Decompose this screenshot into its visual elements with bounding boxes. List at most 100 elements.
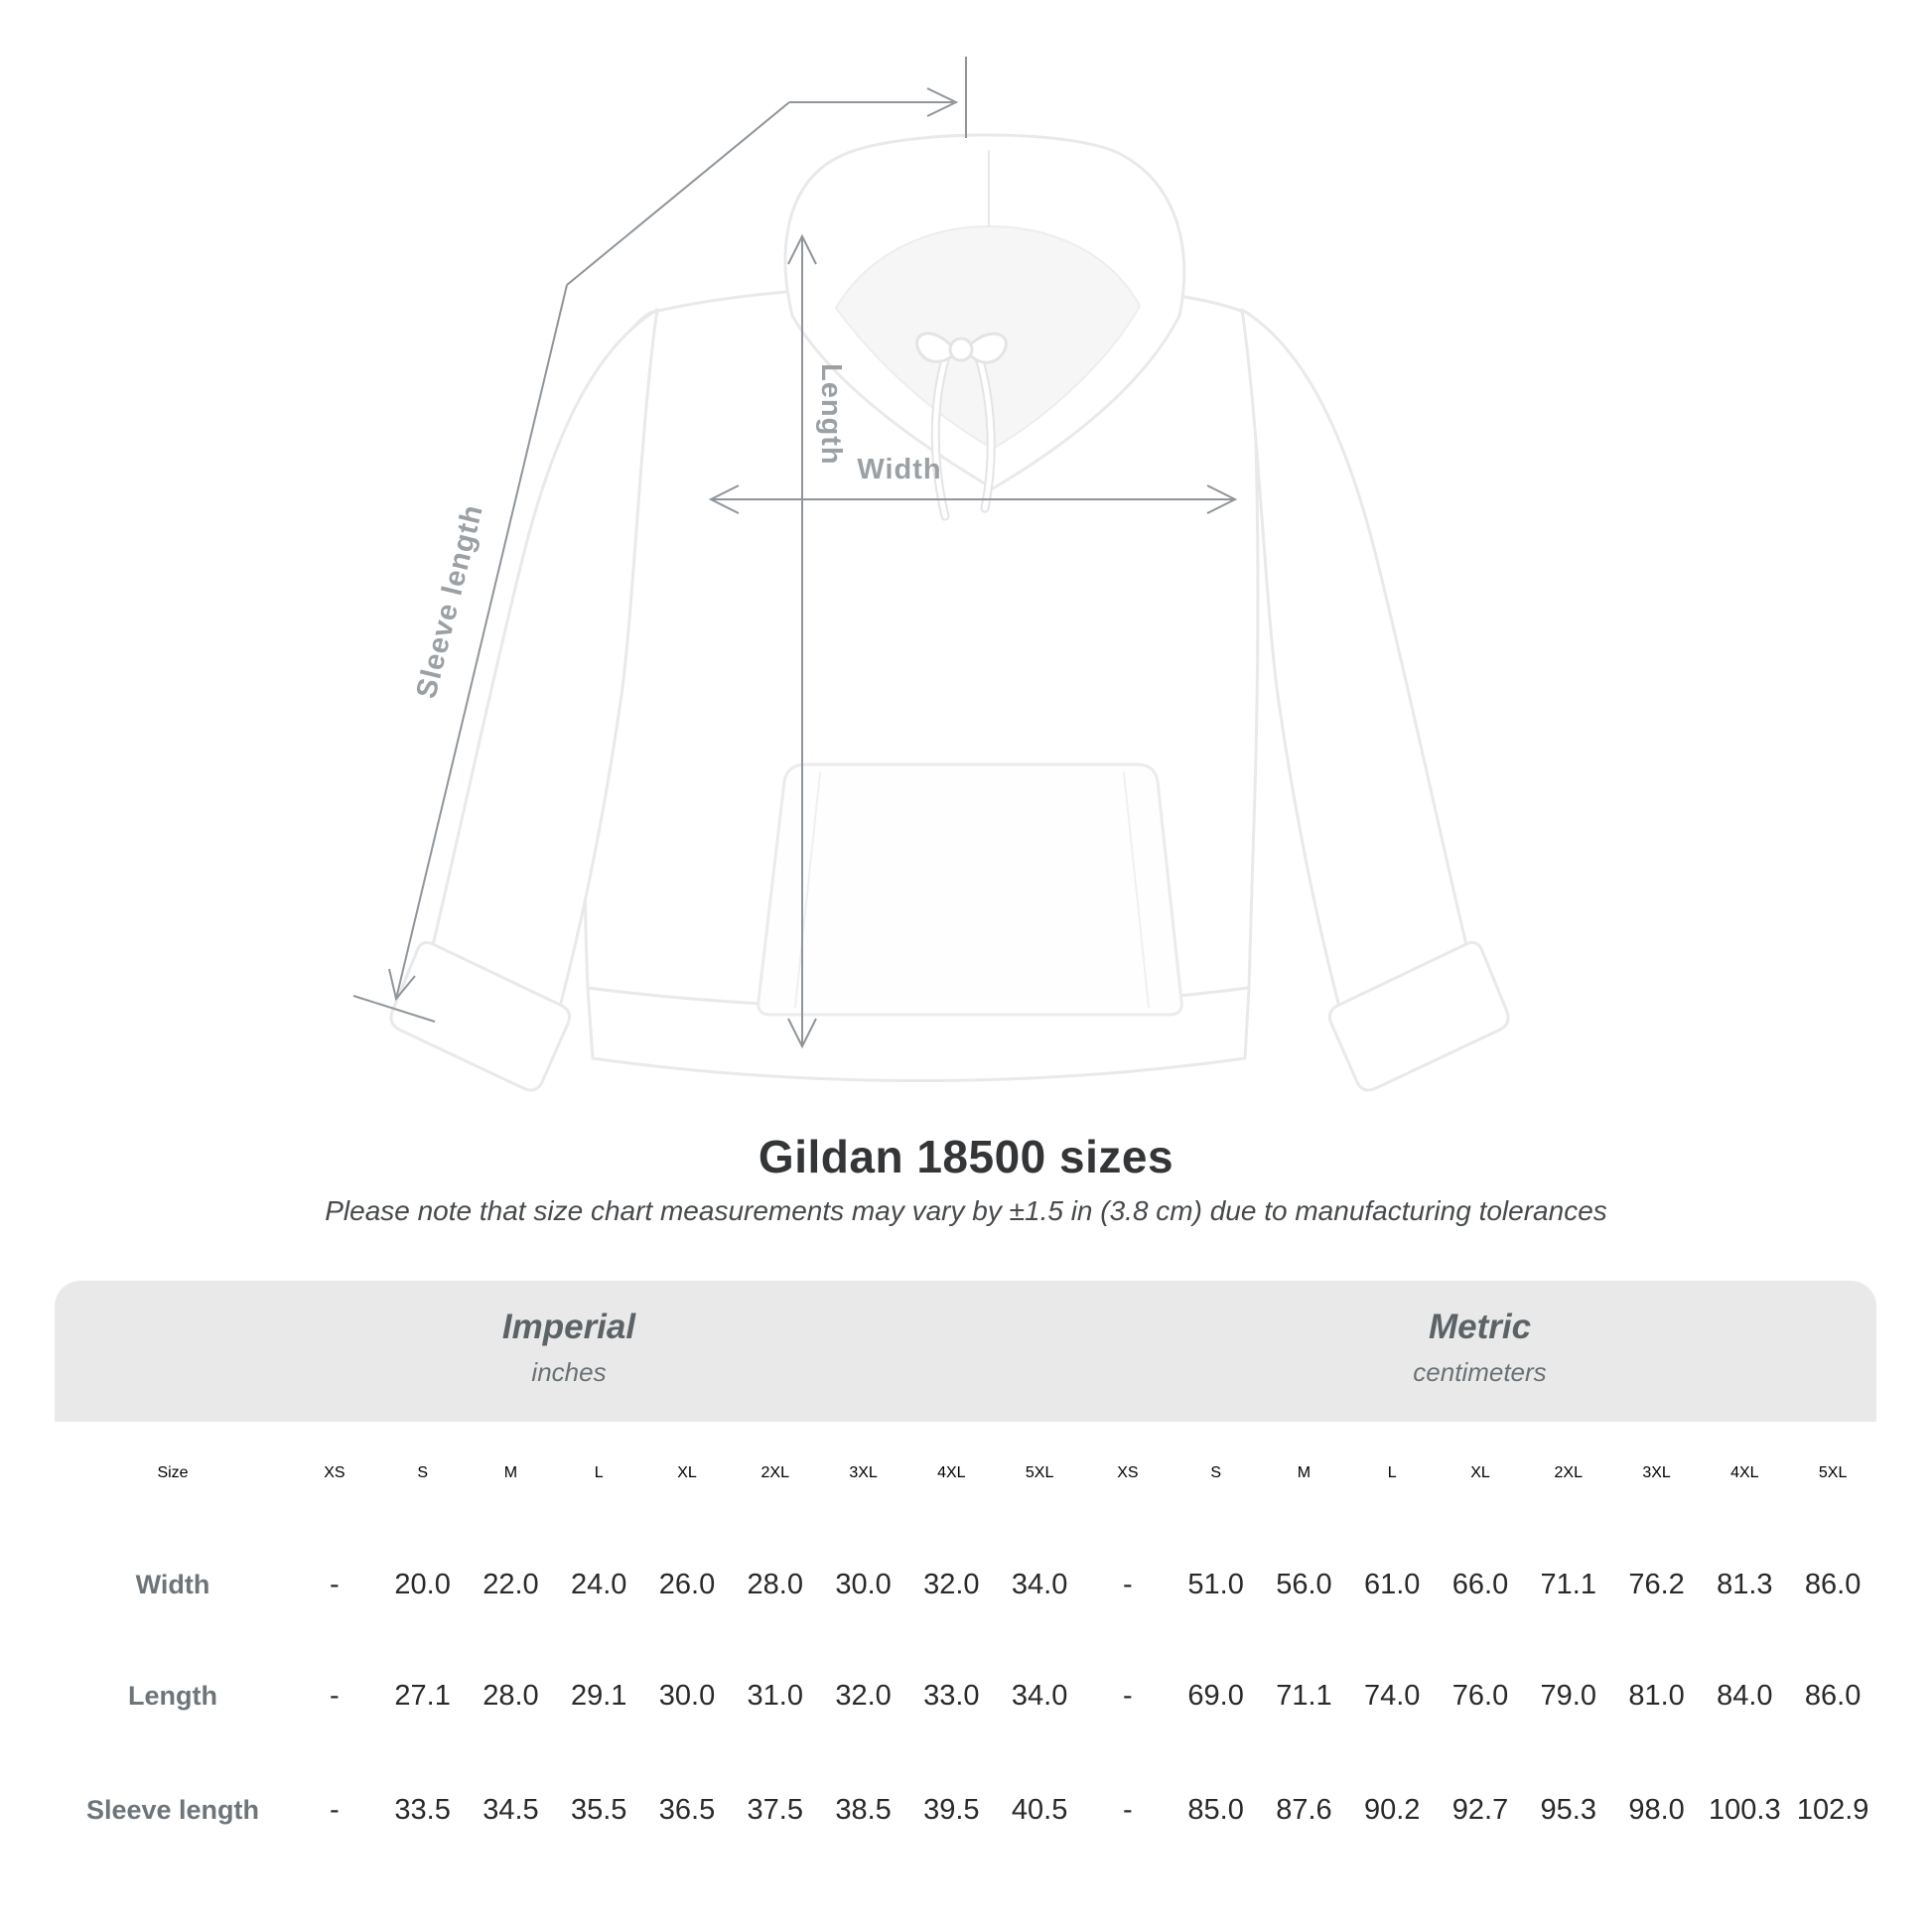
page-title: Gildan 18500 sizes xyxy=(758,1131,1174,1182)
table-cell: 95.3 xyxy=(1540,1793,1596,1826)
hoodie-pocket-seam-right xyxy=(1123,771,1150,1008)
table-cell: - xyxy=(330,1679,340,1712)
drawstring-knot xyxy=(948,337,974,362)
drawstring-bow-left-loop xyxy=(915,332,955,363)
column-header-metric-2xl: 2XL xyxy=(1554,1463,1583,1481)
imperial-unit: inches xyxy=(531,1356,607,1387)
hoodie-left-cuff xyxy=(389,940,571,1092)
table-cell: 29.1 xyxy=(570,1679,627,1712)
table-cell: 32.0 xyxy=(923,1568,980,1600)
table-cell: 79.0 xyxy=(1540,1679,1596,1712)
table-cell: 40.5 xyxy=(1011,1793,1068,1826)
table-cell: - xyxy=(330,1568,340,1600)
drawstring-right-core xyxy=(976,354,994,511)
column-header-imperial-4xl: 4XL xyxy=(937,1463,966,1481)
table-cell: - xyxy=(330,1793,340,1826)
table-cell: 33.0 xyxy=(923,1679,980,1712)
column-header-metric-xs: XS xyxy=(1117,1463,1139,1481)
sleeve-arrow-bottom xyxy=(388,968,416,1002)
table-cell: 27.1 xyxy=(394,1679,451,1712)
column-header-imperial-s: S xyxy=(417,1463,428,1481)
table-cell: 34.5 xyxy=(483,1793,539,1826)
table-cell: 102.9 xyxy=(1796,1793,1869,1826)
row-label-sleeve-length: Sleeve length xyxy=(85,1794,260,1825)
table-cell: - xyxy=(1123,1793,1133,1826)
sleeve-diagonal-upper xyxy=(566,101,790,286)
sleeve-arrow-right xyxy=(926,87,959,117)
table-cell: 28.0 xyxy=(483,1679,539,1712)
length-dimension-label: Length xyxy=(815,363,847,466)
table-cell: 71.1 xyxy=(1276,1679,1332,1712)
column-header-metric-l: L xyxy=(1387,1463,1397,1481)
metric-unit: centimeters xyxy=(1413,1356,1547,1387)
table-cell: 51.0 xyxy=(1187,1568,1244,1600)
table-cell: 28.0 xyxy=(747,1568,803,1600)
hoodie-pocket-seam-left xyxy=(794,771,821,1008)
table-cell: 31.0 xyxy=(747,1679,803,1712)
column-header-imperial-xs: XS xyxy=(324,1463,345,1481)
table-cell: 30.0 xyxy=(658,1679,716,1712)
imperial-label: Imperial xyxy=(501,1307,636,1346)
drawstring-bow-right-loop xyxy=(967,332,1008,364)
row-label-length: Length xyxy=(128,1680,217,1711)
table-cell: 26.0 xyxy=(658,1568,716,1600)
width-arrow-right xyxy=(1206,484,1238,514)
table-cell: 98.0 xyxy=(1628,1793,1685,1826)
column-header-metric-4xl: 4XL xyxy=(1730,1463,1759,1481)
table-cell: 87.6 xyxy=(1276,1793,1332,1826)
table-cell: 86.0 xyxy=(1804,1679,1862,1712)
imperial-group-header: Imperial inches xyxy=(55,1281,1083,1422)
column-header-metric-m: M xyxy=(1297,1463,1311,1481)
column-header-metric-s: S xyxy=(1210,1463,1221,1481)
table-cell: 24.0 xyxy=(570,1568,627,1600)
table-cell: 81.0 xyxy=(1628,1679,1685,1712)
dimension-lines xyxy=(352,57,1238,1049)
sleeve-end-tick xyxy=(352,995,436,1023)
table-cell: 92.7 xyxy=(1451,1793,1509,1826)
table-cell: 90.2 xyxy=(1363,1793,1421,1826)
table-cell: 100.3 xyxy=(1709,1793,1781,1826)
table-cell: 20.0 xyxy=(394,1568,451,1600)
table-cell: 35.5 xyxy=(570,1793,627,1826)
column-header-imperial-5xl: 5XL xyxy=(1025,1463,1054,1481)
metric-label: Metric xyxy=(1428,1307,1532,1346)
tolerance-note: Please note that size chart measurements… xyxy=(325,1195,1607,1226)
table-cell: - xyxy=(1123,1679,1133,1712)
column-header-imperial-2xl: 2XL xyxy=(760,1463,789,1481)
table-cell: 76.0 xyxy=(1451,1679,1509,1712)
column-header-size: Size xyxy=(55,1422,290,1534)
table-cell: 81.3 xyxy=(1717,1568,1773,1600)
hoodie-measurement-diagram: Width Length Sleeve length xyxy=(352,57,1510,1092)
length-arrow-down xyxy=(787,1018,817,1049)
width-dimension-label: Width xyxy=(857,454,941,485)
table-cell: 85.0 xyxy=(1187,1793,1244,1826)
table-cell: 33.5 xyxy=(394,1793,451,1826)
table-cell: 22.0 xyxy=(483,1568,539,1600)
column-header-imperial-m: M xyxy=(503,1463,518,1481)
table-cell: 39.5 xyxy=(923,1793,980,1826)
table-cell: 61.0 xyxy=(1363,1568,1421,1600)
table-cell: 86.0 xyxy=(1804,1568,1862,1600)
column-header-metric-xl: XL xyxy=(1470,1463,1490,1481)
table-cell: 38.5 xyxy=(835,1793,892,1826)
sleeve-dimension-label: Sleeve length xyxy=(411,501,489,702)
sleeve-diagonal-lower xyxy=(395,284,568,1000)
table-cell: 74.0 xyxy=(1363,1679,1421,1712)
table-cell: 34.0 xyxy=(1011,1568,1068,1600)
table-cell: 71.1 xyxy=(1540,1568,1596,1600)
size-table: Imperial inches Metric centimeters Size … xyxy=(55,1281,1876,1873)
table-cell: 84.0 xyxy=(1717,1679,1773,1712)
table-cell: - xyxy=(1123,1568,1133,1600)
table-cell: 56.0 xyxy=(1276,1568,1332,1600)
table-cell: 36.5 xyxy=(658,1793,716,1826)
table-cell: 30.0 xyxy=(835,1568,892,1600)
table-cell: 34.0 xyxy=(1011,1679,1068,1712)
hoodie-illustration xyxy=(389,133,1510,1092)
column-header-metric-3xl: 3XL xyxy=(1642,1463,1671,1481)
column-header-metric-5xl: 5XL xyxy=(1818,1463,1848,1481)
table-cell: 76.2 xyxy=(1628,1568,1685,1600)
hoodie-right-cuff xyxy=(1328,940,1510,1092)
hoodie-pocket xyxy=(757,762,1183,1017)
table-cell: 32.0 xyxy=(835,1679,892,1712)
